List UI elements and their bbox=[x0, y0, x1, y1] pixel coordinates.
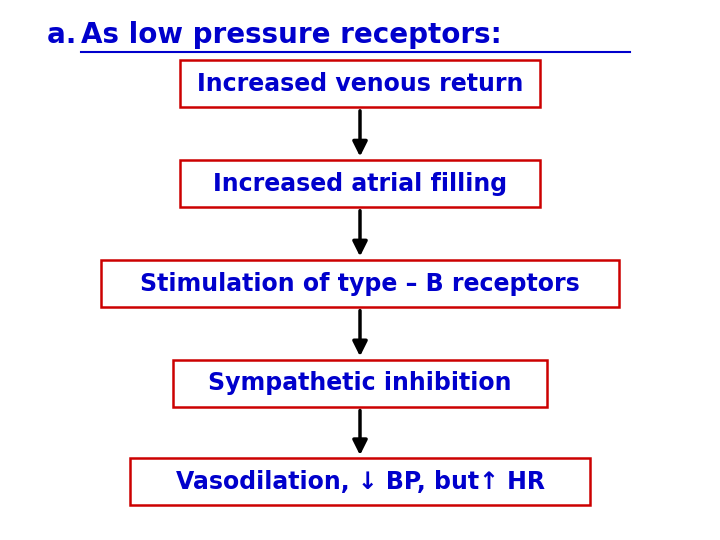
Text: Stimulation of type – B receptors: Stimulation of type – B receptors bbox=[140, 272, 580, 295]
Text: Increased atrial filling: Increased atrial filling bbox=[213, 172, 507, 195]
FancyBboxPatch shape bbox=[180, 160, 540, 207]
Text: a.: a. bbox=[47, 21, 86, 49]
Text: As low pressure receptors:: As low pressure receptors: bbox=[81, 21, 502, 49]
FancyBboxPatch shape bbox=[180, 60, 540, 107]
Text: Vasodilation, ↓ BP, but↑ HR: Vasodilation, ↓ BP, but↑ HR bbox=[176, 470, 544, 494]
Text: Increased venous return: Increased venous return bbox=[197, 72, 523, 96]
Text: Sympathetic inhibition: Sympathetic inhibition bbox=[208, 372, 512, 395]
FancyBboxPatch shape bbox=[130, 458, 590, 505]
FancyBboxPatch shape bbox=[173, 360, 547, 407]
FancyBboxPatch shape bbox=[101, 260, 619, 307]
